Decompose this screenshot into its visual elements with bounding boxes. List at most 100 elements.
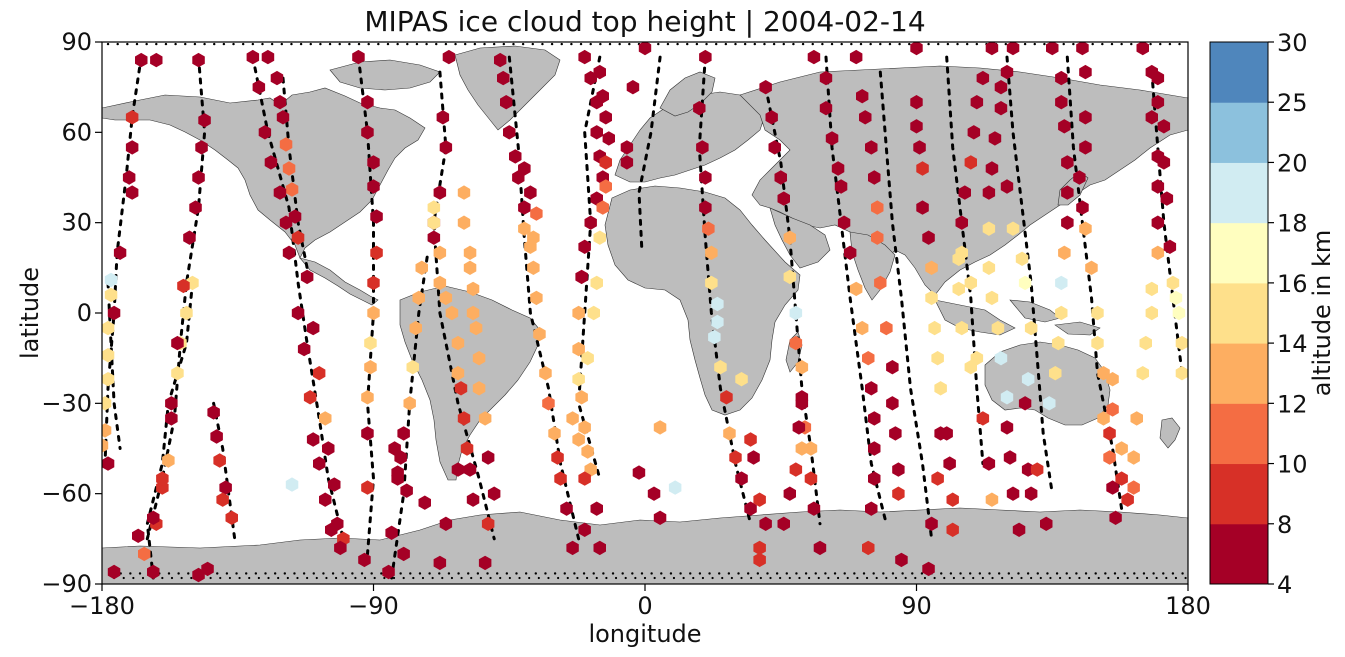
cloud-hexagon <box>1018 396 1032 411</box>
track-dot <box>788 576 791 580</box>
track-dot <box>840 42 843 46</box>
track-dot <box>582 572 586 575</box>
cloud-hexagon <box>862 540 875 556</box>
track-dot <box>309 42 312 46</box>
track-dot <box>515 572 518 575</box>
cloud-hexagon <box>693 101 706 116</box>
cloud-hexagon <box>895 552 908 568</box>
cloud-hexagon <box>599 110 612 125</box>
track-dot <box>743 42 747 46</box>
cloud-hexagon <box>843 245 857 260</box>
track-line <box>945 55 985 466</box>
cloud-hexagon <box>102 348 115 363</box>
track-dot <box>695 42 699 46</box>
track-dot <box>505 572 509 575</box>
cloud-hexagon <box>102 396 112 411</box>
track-dot <box>354 576 357 580</box>
cloud-hexagon <box>102 423 112 438</box>
track-dot <box>135 42 139 46</box>
track-dot <box>686 42 689 46</box>
x-axis-label: longitude <box>588 620 701 648</box>
cloud-hexagon <box>427 200 441 215</box>
cloud-hexagon <box>433 275 447 291</box>
colorbar-tick-label: 8 <box>1277 511 1292 539</box>
cloud-hexagon <box>871 200 884 215</box>
track-dot <box>885 576 888 580</box>
cloud-hexagon <box>107 305 121 321</box>
cloud-hexagon <box>584 215 597 230</box>
track-dot <box>184 42 187 46</box>
colorbar-tick-label: 25 <box>1277 89 1308 117</box>
cloud-hexagon <box>216 492 229 507</box>
track-dot <box>479 576 482 580</box>
cloud-hexagon <box>319 411 332 426</box>
colorbar-segment <box>1210 463 1268 525</box>
track-dot <box>811 42 814 46</box>
track-dot <box>750 576 753 580</box>
track-dot <box>241 42 245 46</box>
cloud-hexagon <box>104 287 118 303</box>
track-dot <box>553 572 557 575</box>
cloud-hexagon <box>352 49 365 65</box>
track-dot <box>380 572 383 575</box>
track-dot <box>560 42 563 46</box>
track-dot <box>952 576 956 580</box>
cloud-hexagon <box>970 95 984 110</box>
track-dot <box>1165 576 1168 580</box>
track-dot <box>850 42 853 46</box>
cloud-hexagon <box>364 360 377 375</box>
track-dot <box>865 576 869 580</box>
track-dot <box>254 572 258 575</box>
track-dot <box>1149 42 1152 46</box>
cloud-hexagon <box>1052 335 1065 351</box>
track-dot <box>856 576 859 580</box>
track-dot <box>486 572 489 575</box>
cloud-hexagon <box>955 320 968 336</box>
track-dot <box>753 42 757 46</box>
cloud-hexagon <box>868 441 881 456</box>
track-dot <box>730 576 733 580</box>
cloud-hexagon <box>1115 441 1128 456</box>
track-dot <box>566 576 569 580</box>
colorbar <box>1209 41 1269 585</box>
cloud-hexagon <box>711 296 724 312</box>
colorbar-tick-label: 18 <box>1277 210 1308 238</box>
cloud-hexagon <box>916 161 929 176</box>
track-dot <box>968 572 972 575</box>
cloud-hexagon <box>753 492 766 507</box>
cloud-hexagon <box>463 260 477 275</box>
cloud-hexagon <box>1121 492 1134 507</box>
track-dot <box>595 576 598 580</box>
cloud-hexagon <box>1061 215 1074 230</box>
track-dot <box>338 42 341 46</box>
track-dot <box>1017 572 1020 575</box>
cloud-hexagon <box>282 161 296 176</box>
cloud-hexagon <box>210 429 223 444</box>
cloud-hexagon <box>783 230 796 245</box>
cloud-hexagon <box>928 320 941 336</box>
cloud-hexagon <box>982 456 996 471</box>
cloud-hexagon <box>1073 170 1086 185</box>
cloud-hexagon <box>1151 215 1165 230</box>
track-dot <box>296 576 299 580</box>
track-dot <box>264 572 267 575</box>
track-dot <box>1097 576 1100 580</box>
cloud-hexagon <box>433 555 447 571</box>
cloud-hexagon <box>705 275 718 291</box>
track-dot <box>804 572 808 575</box>
track-dot <box>563 572 566 575</box>
cloud-hexagon <box>367 305 380 321</box>
cloud-hexagon <box>397 426 410 441</box>
cloud-hexagon <box>442 49 456 65</box>
track-dot <box>853 572 856 575</box>
track-dot <box>1087 576 1091 580</box>
cloud-hexagon <box>575 390 588 405</box>
cloud-hexagon <box>497 70 510 86</box>
track-dot <box>1174 576 1178 580</box>
track-dot <box>312 572 315 575</box>
cloud-hexagon <box>744 432 757 447</box>
track-dot <box>141 576 145 580</box>
cloud-hexagon <box>837 215 851 230</box>
track-line <box>1005 55 1054 496</box>
cloud-hexagon <box>518 200 531 215</box>
